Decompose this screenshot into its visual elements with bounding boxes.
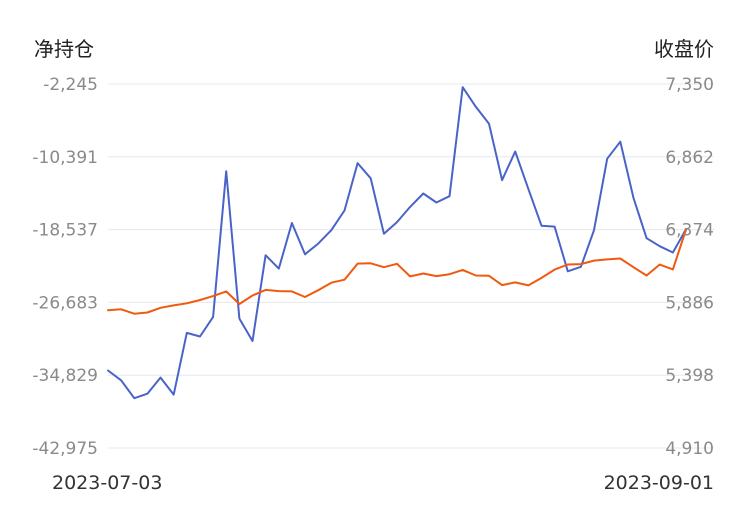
gridlines: [108, 83, 714, 449]
right-tick-label: 5,886: [665, 293, 714, 313]
net-position-line: [107, 86, 687, 400]
right-tick-label: 6,862: [665, 148, 714, 168]
x-start-label: 2023-07-03: [52, 472, 162, 494]
right-axis-ticks: 7,350 6,862 6,374 5,886 5,398 4,910: [665, 75, 714, 459]
left-axis-title: 净持仓: [34, 37, 94, 61]
right-tick-label: 4,910: [665, 439, 714, 459]
left-axis-ticks: -2,245 -10,391 -18,537 -26,683 -34,829 -42,97…: [32, 75, 98, 459]
left-tick-label: -2,245: [43, 75, 98, 95]
x-end-label: 2023-09-01: [604, 472, 714, 494]
series-lines: [107, 86, 687, 400]
close-price-line: [107, 228, 687, 315]
left-tick-label: -26,683: [32, 293, 98, 313]
right-axis-title: 收盘价: [654, 37, 714, 61]
left-tick-label: -34,829: [32, 366, 98, 386]
left-tick-label: -10,391: [32, 148, 98, 168]
left-tick-label: -42,975: [32, 439, 98, 459]
right-tick-label: 6,374: [665, 221, 714, 241]
right-tick-label: 5,398: [665, 366, 714, 386]
left-tick-label: -18,537: [32, 221, 98, 241]
right-tick-label: 7,350: [665, 75, 714, 95]
